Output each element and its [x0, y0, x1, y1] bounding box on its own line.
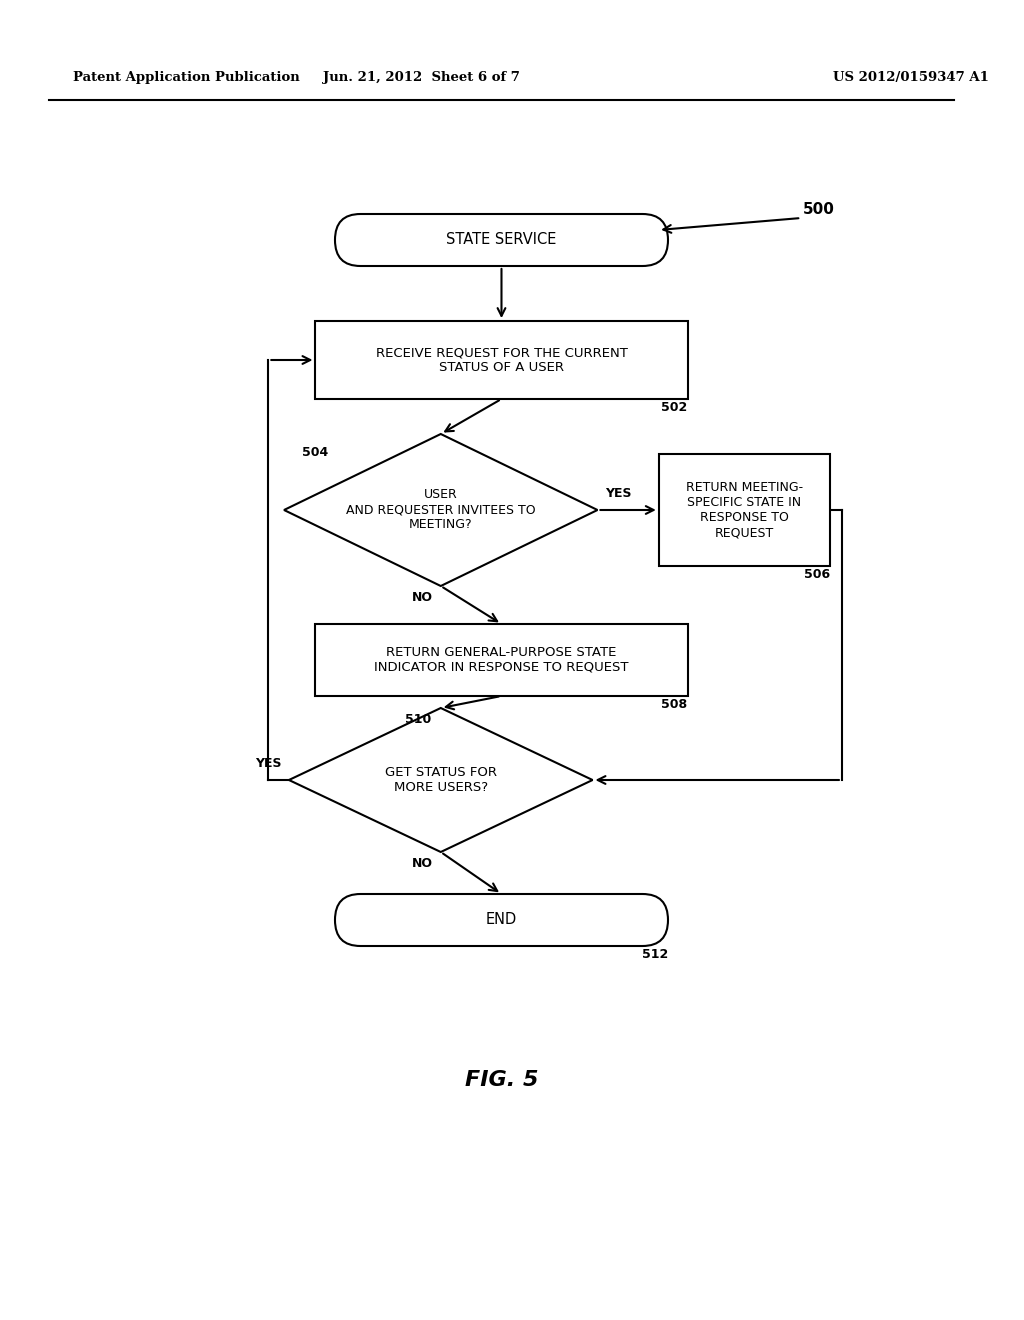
Text: END: END [485, 912, 517, 928]
Text: FIG. 5: FIG. 5 [465, 1071, 539, 1090]
Bar [658, 454, 830, 566]
Text: NO: NO [412, 591, 433, 605]
Polygon shape [284, 434, 597, 586]
Text: 500: 500 [803, 202, 835, 218]
Text: 506: 506 [804, 568, 830, 581]
Text: RETURN GENERAL-PURPOSE STATE
INDICATOR IN RESPONSE TO REQUEST: RETURN GENERAL-PURPOSE STATE INDICATOR I… [374, 645, 629, 675]
Text: GET STATUS FOR
MORE USERS?: GET STATUS FOR MORE USERS? [385, 766, 497, 795]
FancyBboxPatch shape [335, 894, 668, 946]
Polygon shape [289, 708, 593, 851]
FancyBboxPatch shape [335, 214, 668, 267]
Text: RECEIVE REQUEST FOR THE CURRENT
STATUS OF A USER: RECEIVE REQUEST FOR THE CURRENT STATUS O… [376, 346, 628, 374]
Text: YES: YES [255, 756, 282, 770]
Text: Patent Application Publication: Patent Application Publication [74, 71, 300, 84]
Text: NO: NO [412, 857, 433, 870]
Text: 510: 510 [404, 713, 431, 726]
Text: Jun. 21, 2012  Sheet 6 of 7: Jun. 21, 2012 Sheet 6 of 7 [323, 71, 519, 84]
Text: US 2012/0159347 A1: US 2012/0159347 A1 [833, 71, 988, 84]
Bar [315, 624, 687, 696]
Text: YES: YES [605, 487, 632, 500]
Bar [315, 321, 687, 399]
Text: STATE SERVICE: STATE SERVICE [446, 232, 557, 248]
Text: RETURN MEETING-
SPECIFIC STATE IN
RESPONSE TO
REQUEST: RETURN MEETING- SPECIFIC STATE IN RESPON… [686, 480, 803, 539]
Text: 508: 508 [662, 698, 687, 711]
Text: 502: 502 [662, 401, 687, 414]
Text: 504: 504 [302, 446, 328, 459]
Text: 512: 512 [642, 948, 668, 961]
Text: USER
AND REQUESTER INVITEES TO
MEETING?: USER AND REQUESTER INVITEES TO MEETING? [346, 488, 536, 532]
